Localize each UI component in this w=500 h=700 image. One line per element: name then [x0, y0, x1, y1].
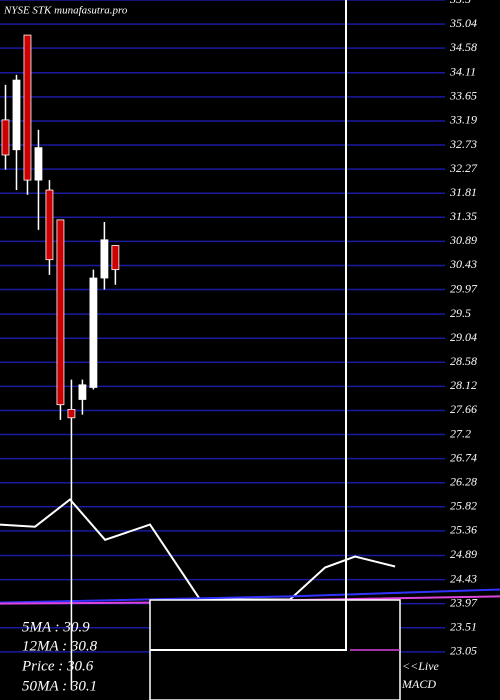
candle-body [45, 189, 54, 261]
legend-text: 50MA : 30.1 [22, 678, 97, 694]
y-tick-label: 33.19 [449, 113, 477, 127]
y-tick-label: 28.12 [450, 378, 477, 392]
y-tick-label: 34.58 [449, 40, 477, 54]
legend-text: 5MA : 30.9 [22, 619, 90, 635]
candle-body [56, 219, 65, 406]
macd-label: <<Live [402, 659, 440, 673]
candle-body [89, 277, 98, 388]
y-tick-label: 33.65 [449, 89, 477, 103]
y-tick-label: 32.73 [449, 137, 477, 151]
legend-text: Price : 30.6 [21, 658, 94, 674]
candle-body [67, 409, 76, 419]
y-tick-label: 35.5 [449, 0, 471, 6]
y-tick-label: 31.35 [449, 209, 477, 223]
indicator-line [0, 588, 500, 604]
y-tick-label: 28.58 [450, 354, 477, 368]
candle-body [12, 79, 21, 151]
y-tick-label: 31.81 [449, 185, 477, 199]
y-tick-label: 25.82 [450, 499, 477, 513]
y-tick-label: 24.43 [450, 571, 477, 585]
y-tick-label: 23.51 [450, 619, 477, 633]
y-tick-label: 29.5 [450, 306, 471, 320]
y-tick-label: 25.36 [450, 523, 477, 537]
y-tick-label: 34.11 [449, 65, 476, 79]
candle-body [1, 119, 10, 156]
indicator-line [0, 498, 396, 601]
y-tick-label: 35.04 [449, 16, 477, 30]
y-tick-label: 29.97 [450, 281, 478, 295]
macd-line [150, 0, 347, 651]
y-tick-label: 26.28 [450, 474, 477, 488]
chart-title: NYSE STK munafasutra.pro [3, 5, 128, 17]
y-axis: 35.5 35.04 34.58 34.11 33.65 33.19 32.73 32.27 3… [449, 0, 478, 658]
y-tick-label: 23.05 [450, 644, 477, 658]
y-tick-label: 27.66 [450, 402, 477, 416]
y-tick-label: 26.74 [450, 450, 477, 464]
candle-body [100, 239, 109, 279]
legend-text: 12MA : 30.8 [22, 638, 98, 654]
y-tick-label: 29.04 [450, 330, 477, 344]
candle-body [23, 34, 32, 181]
y-tick-label: 30.43 [449, 257, 477, 271]
y-tick-label: 32.27 [449, 161, 478, 175]
candle-body [111, 245, 120, 271]
candle-body [78, 384, 87, 400]
macd-label: MACD [401, 677, 436, 691]
y-tick-label: 23.97 [450, 595, 478, 609]
candle-body [34, 147, 43, 181]
candles [1, 34, 120, 690]
y-tick-label: 27.2 [450, 426, 471, 440]
y-tick-label: 24.89 [450, 547, 477, 561]
y-tick-label: 30.89 [449, 233, 477, 247]
indicator-lines [0, 498, 500, 605]
grid [0, 0, 445, 653]
